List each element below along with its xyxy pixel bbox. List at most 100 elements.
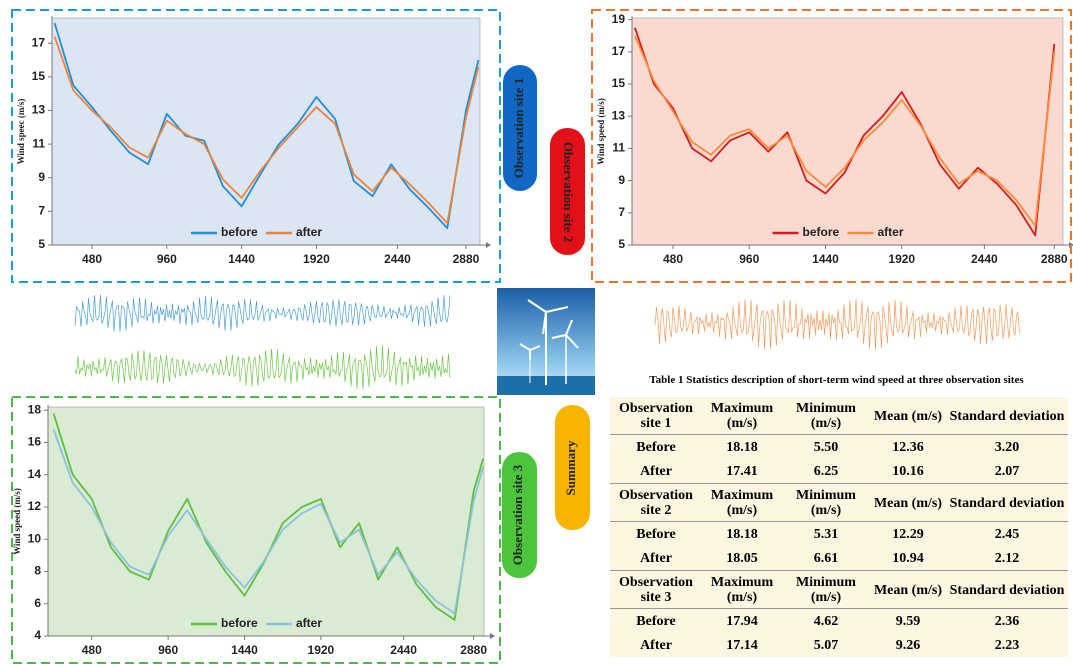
legend-label: after [296, 616, 322, 630]
x-tick-label: 1920 [303, 252, 330, 266]
y-tick-label: 15 [612, 76, 626, 90]
table-cell: Mean (m/s) [870, 397, 946, 435]
table-cell: Maximum (m/s) [702, 397, 782, 435]
table-cell: Minimum (m/s) [782, 571, 870, 609]
x-tick-label: 2440 [384, 252, 411, 266]
table-cell: Before [610, 522, 702, 547]
table-cell: 9.26 [870, 633, 946, 657]
table-cell: 4.62 [782, 609, 870, 634]
table-cell: Standard deviation [946, 571, 1068, 609]
x-tick-label: 2440 [971, 252, 998, 266]
x-tick-label: 2880 [460, 643, 487, 657]
x-tick-label: 1440 [231, 643, 258, 657]
noise-strip [75, 295, 450, 333]
site-label: Observation site 1 [511, 78, 526, 178]
table-cell: Before [610, 609, 702, 634]
x-tick-label: 1920 [888, 252, 915, 266]
y-axis-label: Wind speed (m/s) [596, 98, 606, 165]
table-cell: Standard deviation [946, 484, 1068, 522]
legend-label: before [221, 225, 258, 239]
x-tick-label: 1440 [228, 252, 255, 266]
table-cell: 17.41 [702, 459, 782, 484]
y-tick-label: 5 [618, 237, 625, 251]
table-cell: 12.29 [870, 522, 946, 547]
turbine-photo [497, 288, 595, 395]
table-cell: 18.18 [702, 522, 782, 547]
y-tick-label: 11 [612, 141, 625, 155]
table-cell: Observation site 1 [610, 397, 702, 435]
y-tick-label: 7 [618, 205, 625, 219]
table-cell: Standard deviation [946, 397, 1068, 435]
x-tick-label: 480 [663, 252, 683, 266]
table-cell: 18.18 [702, 435, 782, 460]
x-tick-label: 2880 [453, 252, 480, 266]
table-cell: Minimum (m/s) [782, 484, 870, 522]
x-tick-label: 960 [157, 252, 177, 266]
x-tick-label: 1440 [812, 252, 839, 266]
site-label: Observation site 3 [510, 464, 525, 565]
summary-pill: Summary [555, 405, 590, 530]
x-tick-label: 480 [82, 643, 102, 657]
x-tick-label: 960 [158, 643, 178, 657]
x-tick-label: 960 [739, 252, 759, 266]
plot-area [52, 18, 480, 245]
noise-strip [75, 346, 450, 390]
table-cell: 5.07 [782, 633, 870, 657]
plot-area [48, 407, 484, 636]
table-cell: 2.45 [946, 522, 1068, 547]
y-axis-label: Wind speec (m/s) [16, 99, 26, 165]
y-tick-label: 15 [32, 69, 46, 83]
y-tick-label: 14 [28, 467, 42, 481]
table-cell: 2.07 [946, 459, 1068, 484]
site-3-pill: Observation site 3 [502, 452, 537, 578]
table-cell: 17.94 [702, 609, 782, 634]
y-tick-label: 11 [32, 136, 45, 150]
table-title: Table 1 Statistics description of short-… [600, 374, 1073, 386]
y-tick-label: 13 [32, 103, 46, 117]
table-cell: Maximum (m/s) [702, 571, 782, 609]
x-axis-arrow [490, 633, 495, 639]
y-tick-label: 16 [28, 435, 42, 449]
table-cell: After [610, 633, 702, 657]
x-tick-label: 480 [82, 252, 102, 266]
table-cell: After [610, 546, 702, 571]
table-cell: 18.05 [702, 546, 782, 571]
y-tick-label: 7 [38, 204, 45, 218]
table-cell: 5.50 [782, 435, 870, 460]
table-cell: After [610, 459, 702, 484]
y-tick-label: 18 [28, 402, 42, 416]
table-cell: 6.25 [782, 459, 870, 484]
x-tick-label: 2880 [1041, 252, 1068, 266]
y-tick-label: 9 [618, 173, 625, 187]
table-cell: 10.94 [870, 546, 946, 571]
noise-strip [655, 299, 1020, 350]
y-tick-label: 17 [32, 35, 46, 49]
table-cell: Mean (m/s) [870, 571, 946, 609]
x-axis-arrow [486, 242, 491, 248]
site-1-pill: Observation site 1 [503, 65, 537, 191]
table-cell: 5.31 [782, 522, 870, 547]
table-cell: 6.61 [782, 546, 870, 571]
table-cell: Minimum (m/s) [782, 397, 870, 435]
plot-area [632, 18, 1063, 245]
x-tick-label: 1920 [308, 643, 335, 657]
legend-label: after [878, 225, 904, 239]
y-tick-label: 17 [612, 44, 626, 58]
table-cell: Maximum (m/s) [702, 484, 782, 522]
table-cell: 2.36 [946, 609, 1068, 634]
legend-label: after [296, 225, 322, 239]
table-cell: Mean (m/s) [870, 484, 946, 522]
y-tick-label: 6 [34, 596, 41, 610]
x-tick-label: 2440 [390, 643, 417, 657]
table-cell: 17.14 [702, 633, 782, 657]
